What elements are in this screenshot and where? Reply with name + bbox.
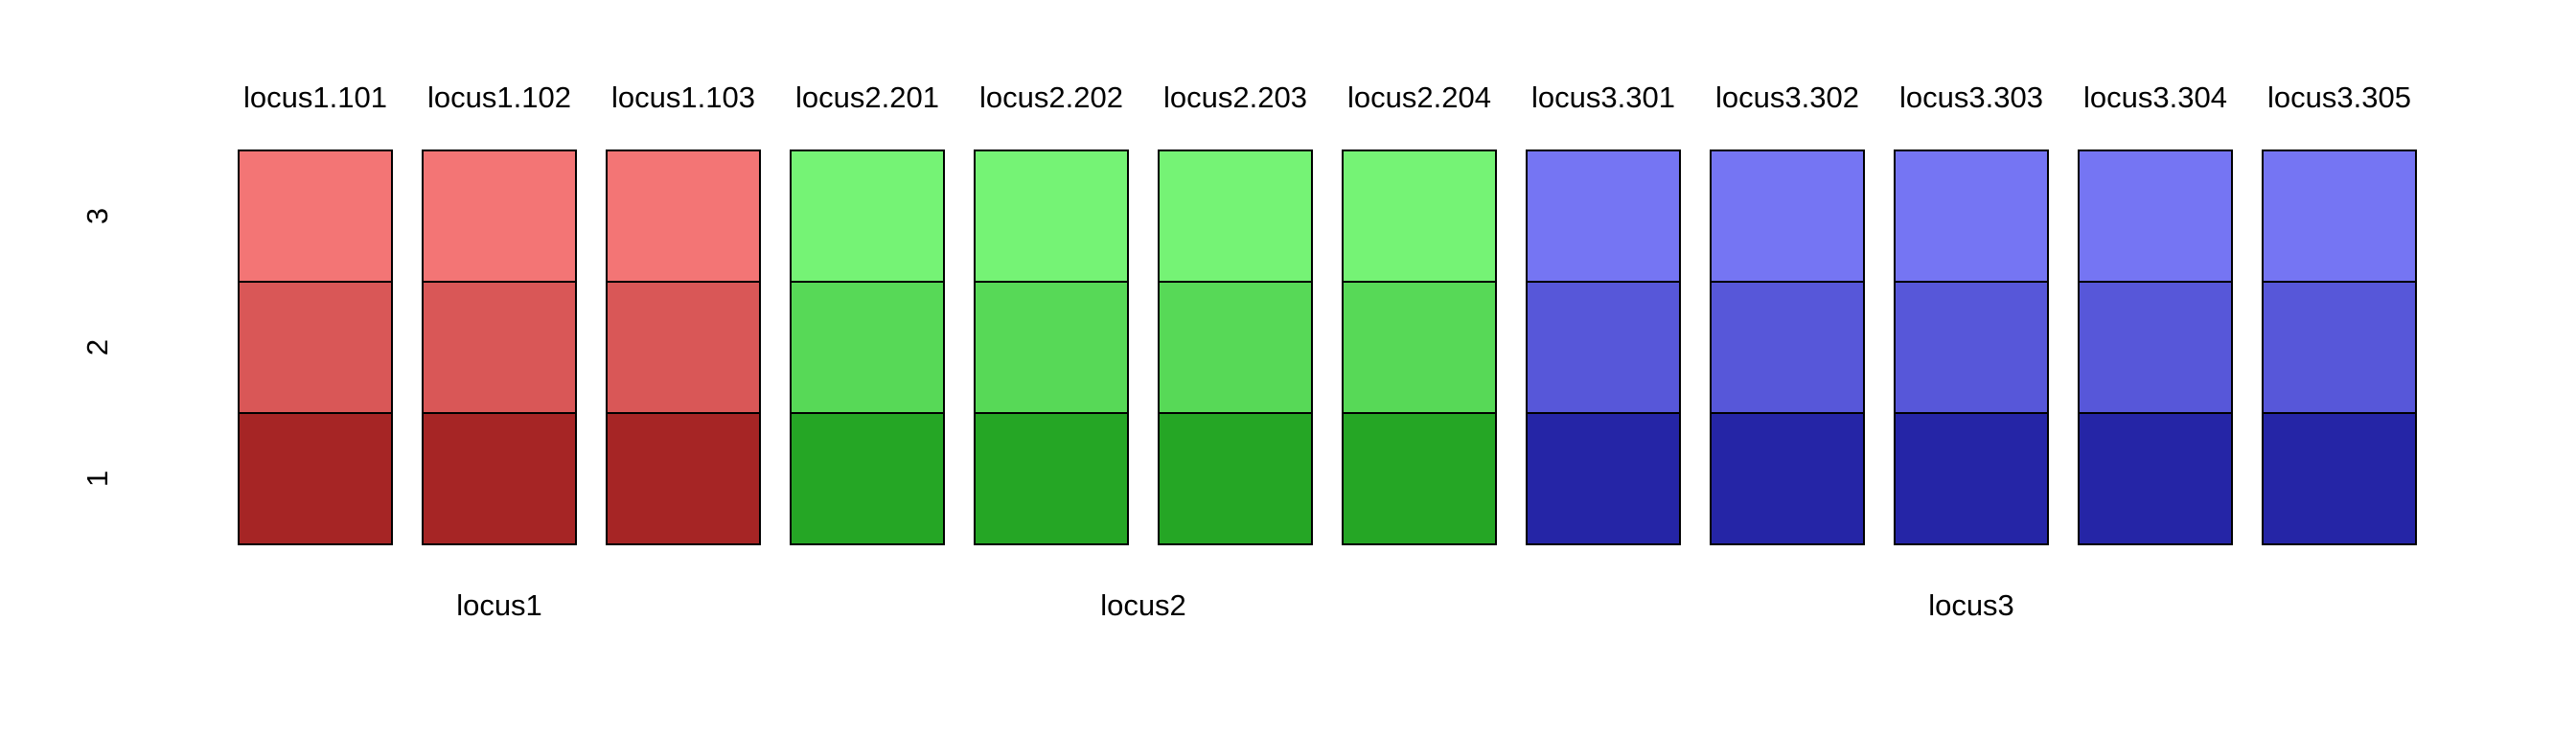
column-label: locus2.203 bbox=[1163, 80, 1307, 114]
heatmap-cell-locus2.204-1 bbox=[1342, 412, 1497, 545]
heatmap-cell-locus3.301-3 bbox=[1526, 150, 1681, 283]
heatmap-cell-locus3.302-2 bbox=[1710, 281, 1865, 414]
heatmap-cell-locus3.304-1 bbox=[2078, 412, 2233, 545]
heatmap-cell-locus1.103-2 bbox=[606, 281, 761, 414]
heatmap-cell-locus2.201-1 bbox=[790, 412, 945, 545]
heatmap-cell-locus1.101-2 bbox=[238, 281, 393, 414]
column-label: locus3.301 bbox=[1531, 80, 1675, 114]
heatmap-cell-locus1.102-3 bbox=[422, 150, 577, 283]
heatmap-cell-locus1.102-2 bbox=[422, 281, 577, 414]
group-label-locus3: locus3 bbox=[1928, 588, 2014, 622]
column-label: locus1.102 bbox=[427, 80, 571, 114]
group-label-locus2: locus2 bbox=[1100, 588, 1186, 622]
row-label-2: 2 bbox=[80, 339, 114, 356]
heatmap-cell-locus3.302-1 bbox=[1710, 412, 1865, 545]
column-label: locus3.304 bbox=[2083, 80, 2227, 114]
heatmap-cell-locus2.202-2 bbox=[974, 281, 1129, 414]
heatmap-cell-locus3.304-2 bbox=[2078, 281, 2233, 414]
column-label: locus2.204 bbox=[1347, 80, 1491, 114]
heatmap-cell-locus2.203-1 bbox=[1158, 412, 1313, 545]
column-label: locus3.302 bbox=[1715, 80, 1859, 114]
group-labels: locus1 locus2 locus3 bbox=[456, 588, 2014, 622]
heatmap-cell-locus2.201-3 bbox=[790, 150, 945, 283]
heatmap-cell-locus3.301-1 bbox=[1526, 412, 1681, 545]
heatmap-cell-locus2.204-3 bbox=[1342, 150, 1497, 283]
heatmap-cell-locus2.204-2 bbox=[1342, 281, 1497, 414]
heatmap-cell-locus3.305-2 bbox=[2262, 281, 2417, 414]
group-label-locus1: locus1 bbox=[456, 588, 542, 622]
row-label-1: 1 bbox=[80, 471, 114, 487]
column-label: locus1.103 bbox=[611, 80, 755, 114]
heatmap-cell-locus1.103-3 bbox=[606, 150, 761, 283]
heatmap-cell-locus1.101-1 bbox=[238, 412, 393, 545]
heatmap-cell-locus1.101-3 bbox=[238, 150, 393, 283]
heatmap-cell-locus3.301-2 bbox=[1526, 281, 1681, 414]
column-label: locus1.101 bbox=[243, 80, 387, 114]
heatmap-cell-locus1.102-1 bbox=[422, 412, 577, 545]
heatmap-cell-locus2.202-3 bbox=[974, 150, 1129, 283]
heatmap-cell-locus2.201-2 bbox=[790, 281, 945, 414]
heatmap-cell-locus3.305-1 bbox=[2262, 412, 2417, 545]
heatmap-cell-locus3.305-3 bbox=[2262, 150, 2417, 283]
heatmap-cell-locus2.203-3 bbox=[1158, 150, 1313, 283]
column-label: locus3.303 bbox=[1899, 80, 2043, 114]
heatmap-cell-locus1.103-1 bbox=[606, 412, 761, 545]
column-labels: locus1.101 locus1.102 locus1.103 locus2.201… bbox=[243, 80, 2411, 114]
heatmap-cell-locus3.303-2 bbox=[1894, 281, 2049, 414]
heatmap-cell-locus2.202-1 bbox=[974, 412, 1129, 545]
heatmap-cell-locus3.303-1 bbox=[1894, 412, 2049, 545]
column-label: locus2.202 bbox=[979, 80, 1123, 114]
row-labels: 1 2 3 bbox=[80, 208, 114, 487]
column-label: locus3.305 bbox=[2267, 80, 2411, 114]
heatmap-cell-locus3.304-3 bbox=[2078, 150, 2233, 283]
heatmap-cell-locus2.203-2 bbox=[1158, 281, 1313, 414]
heatmap-cells bbox=[238, 150, 2417, 545]
row-label-3: 3 bbox=[80, 208, 114, 224]
heatmap-cell-locus3.303-3 bbox=[1894, 150, 2049, 283]
column-label: locus2.201 bbox=[795, 80, 939, 114]
heatmap-cell-locus3.302-3 bbox=[1710, 150, 1865, 283]
